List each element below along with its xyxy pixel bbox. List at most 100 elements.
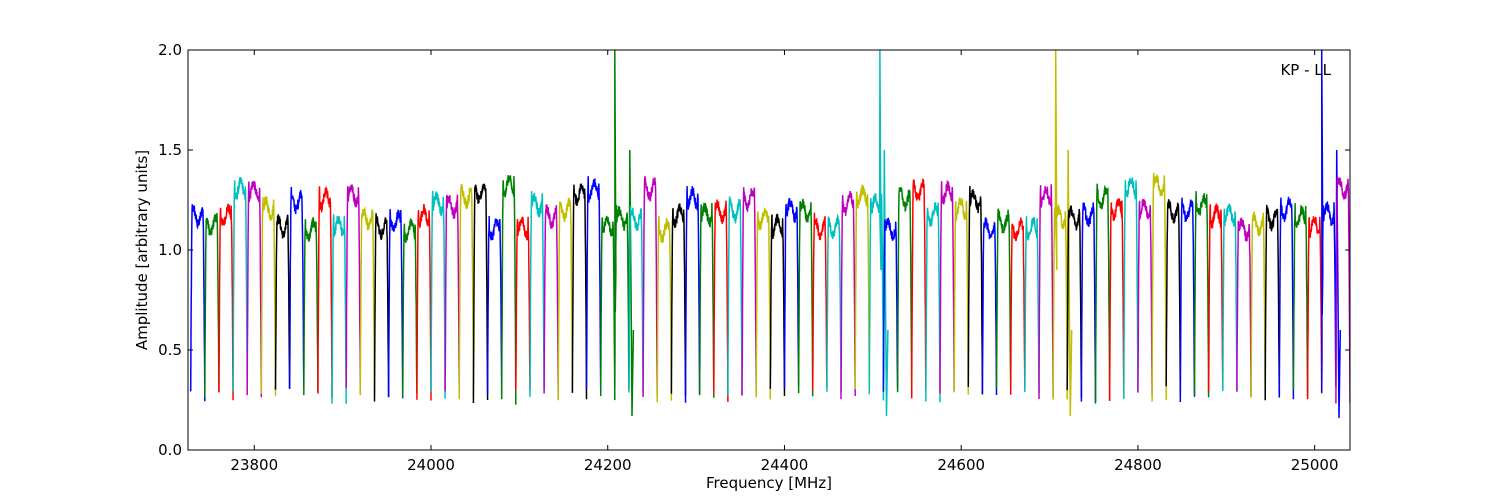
channel-trace-43 [797, 198, 814, 397]
channel-trace-8 [303, 217, 319, 396]
channel-trace-68 [1151, 172, 1167, 402]
channel-trace-6 [274, 214, 291, 390]
channel-trace-37 [713, 199, 729, 403]
channel-trace-67 [1137, 198, 1153, 396]
channel-trace-46 [840, 190, 856, 400]
y-axis-title: Amplitude [arbitrary units] [133, 150, 151, 350]
channel-trace-76 [1264, 204, 1281, 401]
channel-trace-25 [543, 204, 559, 399]
x-tick-label-1: 24000 [407, 456, 455, 474]
y-tick-label-3: 1.5 [158, 141, 182, 159]
channel-trace-42 [783, 197, 800, 388]
channel-trace-14 [387, 209, 404, 399]
channel-trace-78 [1292, 203, 1309, 397]
channel-trace-35 [684, 186, 701, 403]
channel-trace-63 [1080, 202, 1097, 403]
channel-trace-12 [359, 205, 376, 396]
channel-trace-39 [741, 187, 757, 396]
channel-trace-55 [967, 185, 984, 395]
channel-trace-59 [1024, 216, 1040, 394]
channel-trace-9 [317, 185, 333, 399]
channel-trace-15 [401, 218, 418, 398]
channel-trace-65 [1108, 198, 1125, 402]
y-tick-label-1: 0.5 [158, 341, 182, 359]
channel-trace-51 [910, 178, 927, 399]
channel-trace-80 [1320, 50, 1342, 419]
channel-trace-28 [585, 176, 602, 391]
x-tick-label-2: 24200 [584, 456, 632, 474]
channel-trace-58 [1009, 217, 1026, 395]
chart-annotation: KP - LL [1280, 61, 1331, 79]
x-axis-title: Frequency [MHz] [706, 474, 832, 492]
channel-trace-38 [727, 196, 743, 396]
x-tick-label-4: 24600 [937, 456, 985, 474]
channel-trace-21 [486, 215, 503, 394]
plot-frame [187, 49, 1351, 451]
channel-trace-61 [1052, 50, 1073, 417]
channel-trace-16 [416, 204, 432, 401]
channel-trace-45 [826, 213, 842, 393]
x-tick-label-3: 24400 [761, 456, 809, 474]
channel-trace-0 [189, 204, 206, 402]
channel-trace-62 [1066, 205, 1083, 398]
channel-trace-71 [1193, 191, 1210, 398]
channel-trace-70 [1179, 197, 1196, 403]
channel-trace-53 [939, 180, 955, 394]
channel-trace-75 [1250, 211, 1266, 398]
channel-trace-19 [458, 183, 475, 400]
ticks-layer: 23800 24000 24200 24400 24600 24800 25000 0.0 0.… [158, 41, 1350, 474]
y-tick-label-2: 1.0 [158, 241, 182, 259]
channel-trace-36 [698, 202, 715, 398]
channel-trace-13 [373, 213, 390, 402]
channel-trace-17 [430, 190, 446, 399]
channel-trace-74 [1236, 217, 1252, 397]
channel-trace-41 [769, 213, 786, 397]
channel-trace-1 [204, 212, 220, 398]
x-tick-label-5: 24800 [1114, 456, 1162, 474]
channel-trace-44 [811, 212, 828, 391]
channel-trace-49 [882, 217, 899, 392]
channel-trace-7 [288, 186, 305, 389]
channel-trace-56 [981, 217, 998, 396]
channel-trace-57 [995, 208, 1012, 389]
channel-trace-20 [472, 183, 489, 404]
channel-trace-50 [896, 186, 913, 394]
channel-trace-54 [953, 197, 970, 395]
channel-trace-73 [1222, 203, 1238, 393]
channel-trace-11 [345, 184, 362, 395]
channel-trace-60 [1038, 184, 1054, 400]
channel-trace-34 [670, 203, 687, 396]
channel-trace-22 [500, 174, 517, 405]
channel-trace-2 [218, 203, 234, 401]
x-tick-label-0: 23800 [230, 456, 278, 474]
channel-trace-66 [1123, 177, 1139, 399]
channel-trace-48 [868, 50, 889, 417]
channel-trace-18 [444, 194, 461, 392]
channel-trace-32 [642, 176, 658, 398]
channel-trace-30 [614, 50, 635, 417]
series-layer [189, 50, 1350, 419]
channel-trace-3 [232, 176, 248, 392]
channel-trace-40 [755, 207, 772, 400]
channel-trace-72 [1207, 203, 1224, 392]
channel-trace-24 [529, 191, 545, 397]
channel-trace-4 [246, 180, 263, 398]
y-tick-label-4: 2.0 [158, 41, 182, 59]
channel-trace-77 [1278, 196, 1295, 400]
channel-trace-10 [331, 214, 347, 404]
channel-trace-69 [1165, 199, 1182, 396]
channel-trace-29 [599, 215, 616, 401]
channel-trace-27 [571, 182, 588, 400]
channel-trace-79 [1306, 216, 1323, 400]
channel-trace-23 [515, 216, 531, 391]
x-tick-label-6: 25000 [1291, 456, 1339, 474]
channel-trace-31 [628, 206, 644, 393]
y-tick-label-0: 0.0 [158, 441, 182, 459]
channel-trace-81 [1335, 176, 1350, 404]
channel-trace-33 [656, 215, 673, 403]
channel-trace-64 [1094, 183, 1111, 404]
channel-trace-26 [557, 197, 574, 401]
channel-trace-52 [925, 202, 941, 403]
channel-trace-47 [854, 184, 871, 395]
